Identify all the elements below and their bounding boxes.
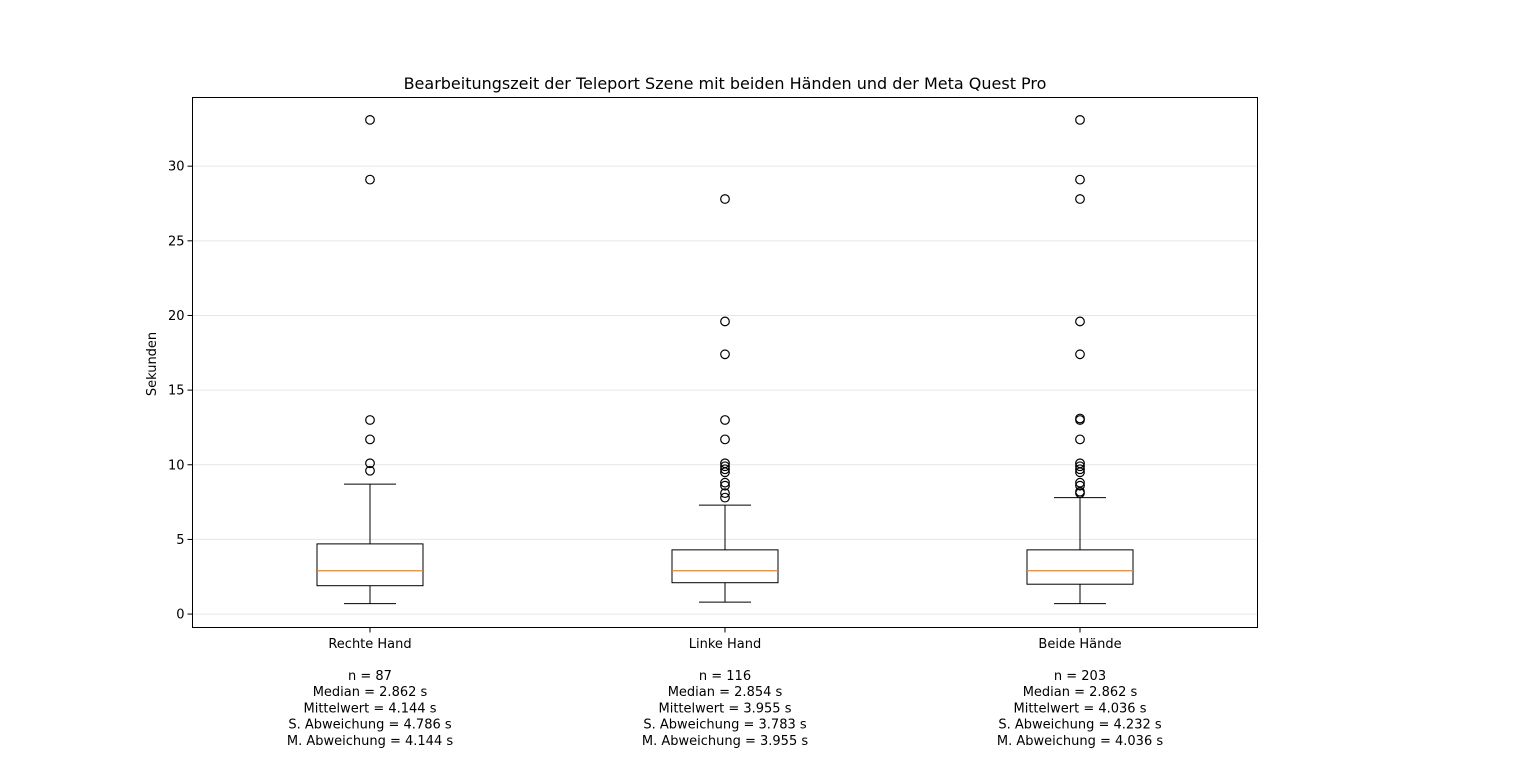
group-stat-line: Median = 2.862 s (1023, 685, 1138, 700)
outlier-point (1075, 413, 1085, 424)
outlier-point (720, 477, 730, 488)
y-tick-label: 15 (168, 384, 185, 399)
group-stat-line: Median = 2.862 s (313, 685, 428, 700)
outlier-point (1075, 480, 1085, 491)
x-tick-label: Linke Hand (689, 637, 762, 652)
outlier-point (720, 415, 730, 425)
box-group (671, 194, 779, 603)
outlier-point (720, 194, 730, 204)
outlier-point (720, 488, 730, 499)
outlier-point (720, 492, 730, 503)
group-stat-line: n = 116 (699, 669, 751, 684)
x-tick-label: Rechte Hand (328, 637, 411, 652)
outlier-point (1075, 316, 1085, 327)
outlier-point (1075, 477, 1085, 488)
group-stat-line: Mittelwert = 3.955 s (659, 701, 792, 716)
outlier-point (1075, 458, 1085, 469)
group-stat-line: M. Abweichung = 3.955 s (642, 734, 808, 749)
group-stat-line: n = 203 (1054, 669, 1106, 684)
y-axis-label: Sekunden (145, 332, 160, 396)
outlier-point (365, 465, 375, 476)
outlier-point (365, 458, 375, 469)
outlier-point (1075, 434, 1085, 445)
group-stat-line: n = 87 (348, 669, 392, 684)
outlier-point (365, 434, 375, 445)
group-stat-line: S. Abweichung = 4.232 s (998, 718, 1162, 733)
group-stat-line: S. Abweichung = 4.786 s (288, 718, 452, 733)
outlier-point (1075, 464, 1085, 475)
outlier-point (720, 458, 730, 469)
outlier-point (720, 480, 730, 491)
group-stat-line: M. Abweichung = 4.144 s (287, 734, 453, 749)
plot-frame (192, 97, 1258, 628)
outlier-point (720, 461, 730, 472)
group-stat-line: M. Abweichung = 4.036 s (997, 734, 1163, 749)
group-stat-line: Mittelwert = 4.036 s (1014, 701, 1147, 716)
iqr-box (316, 543, 424, 587)
y-tick-label: 10 (168, 458, 185, 473)
y-tick-label: 25 (168, 234, 185, 249)
outlier-point (365, 174, 375, 185)
outlier-point (1075, 194, 1085, 204)
outlier-point (720, 434, 730, 445)
outlier-point (1075, 349, 1085, 360)
group-stat-line: S. Abweichung = 3.783 s (643, 718, 807, 733)
outlier-point (1075, 174, 1085, 185)
y-tick-label: 20 (168, 309, 185, 324)
outlier-point (365, 415, 375, 425)
y-tick-label: 30 (168, 160, 185, 175)
outlier-point (1075, 461, 1085, 472)
group-stat-line: Median = 2.854 s (668, 685, 783, 700)
outlier-point (365, 114, 375, 125)
outlier-point (720, 464, 730, 475)
x-tick-label: Beide Hände (1038, 637, 1121, 652)
group-stat-line: Mittelwert = 4.144 s (304, 701, 437, 716)
box-group (1026, 114, 1134, 605)
iqr-box (671, 549, 779, 584)
outlier-point (720, 316, 730, 327)
y-axis: 0 5 10 15 20 25 30 (168, 160, 193, 623)
iqr-box (1026, 549, 1134, 585)
chart-title: Bearbeitungszeit der Teleport Szene mit … (404, 74, 1047, 93)
y-tick-label: 0 (176, 608, 184, 623)
y-tick-label: 5 (176, 533, 184, 548)
box-group (316, 114, 424, 605)
boxes-layer (316, 114, 1134, 605)
outlier-point (1075, 114, 1085, 125)
outlier-point (720, 349, 730, 360)
